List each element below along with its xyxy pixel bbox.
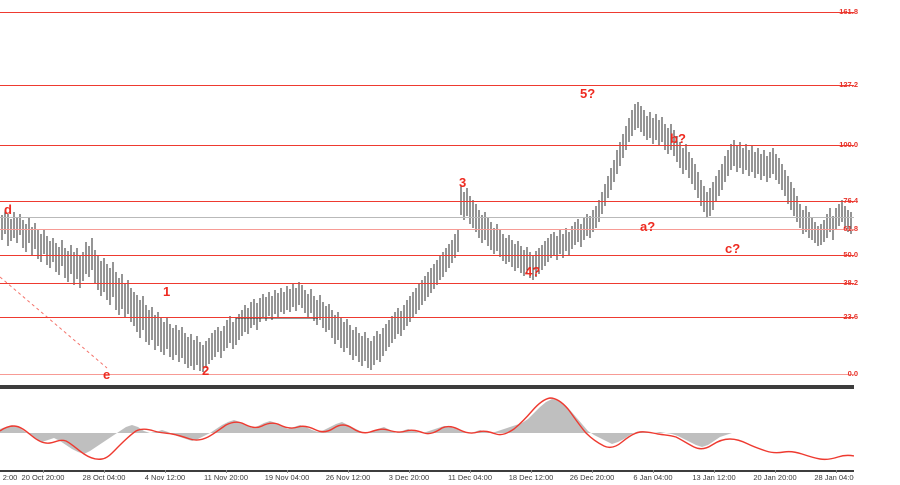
date-label: 11 Dec 04:00	[447, 473, 493, 482]
fib-line-76-4	[0, 201, 854, 202]
date-label: 6 Jan 04:00	[633, 473, 673, 482]
date-label: 2:00	[2, 473, 18, 482]
date-tick	[226, 470, 227, 473]
fib-label-61-8: 61.8	[843, 224, 858, 233]
date-tick	[470, 470, 471, 473]
price-axis[interactable]: 1.4182 1.4102 1.4022 1.3947 1.3867 1.379…	[839, 0, 900, 485]
wave-label-e: e	[103, 367, 111, 382]
date-label: 13 Jan 12:00	[692, 473, 736, 482]
indicator-series-svg	[0, 397, 854, 461]
wave-label-a: a?	[640, 219, 656, 234]
date-label: 26 Dec 20:00	[569, 473, 615, 482]
date-label: 20 Oct 20:00	[21, 473, 65, 482]
fib-line-100-0	[0, 145, 854, 146]
date-tick	[104, 470, 105, 473]
date-label: 18 Dec 12:00	[508, 473, 554, 482]
date-label: 19 Nov 04:00	[264, 473, 310, 482]
wave-label-2: 2	[202, 363, 210, 378]
wave-label-5: 5?	[580, 86, 596, 101]
fib-line-23-6	[0, 317, 854, 318]
fib-label-0-0: 0.0	[847, 369, 858, 378]
ao-histogram	[0, 399, 854, 454]
date-tick	[531, 470, 532, 473]
date-tick	[653, 470, 654, 473]
current-price-line	[0, 217, 854, 218]
date-tick	[714, 470, 715, 473]
date-label: 28 Jan 04:00	[814, 473, 858, 482]
wave-label-1: 1	[163, 284, 171, 299]
fib-label-76-4: 76.4	[843, 196, 858, 205]
wave-label-b: b?	[670, 131, 686, 146]
indicator-panel[interactable]	[0, 389, 854, 470]
fib-label-100-0: 100.0	[839, 140, 858, 149]
panel-divider	[0, 385, 854, 389]
ao-signal-line	[0, 397, 854, 461]
date-tick	[43, 470, 44, 473]
date-tick	[836, 470, 837, 473]
date-tick	[287, 470, 288, 473]
date-label: 26 Nov 12:00	[325, 473, 371, 482]
fib-line-61-8	[0, 229, 854, 230]
fib-label-50-0: 50.0	[843, 250, 858, 259]
date-tick	[592, 470, 593, 473]
date-tick	[775, 470, 776, 473]
wave-label-3: 3	[459, 175, 467, 190]
wave-label-c: c?	[725, 241, 741, 256]
fib-label-127-2: 127.2	[839, 80, 858, 89]
fib-line-50-0	[0, 255, 854, 256]
date-tick	[348, 470, 349, 473]
fib-label-23-6: 23.6	[843, 312, 858, 321]
fib-line-161-8	[0, 12, 854, 13]
date-axis: 2:00 20 Oct 20:00 28 Oct 04:00 4 Nov 12:…	[0, 470, 858, 485]
date-label: 20 Jan 20:00	[753, 473, 797, 482]
date-label: 11 Nov 20:00	[203, 473, 249, 482]
price-chart-panel[interactable]: d e 1 2 3 4? 5? a? b? c?	[0, 0, 854, 385]
price-series-svg	[0, 102, 852, 372]
bottom-divider	[0, 470, 854, 472]
fib-line-38-2	[0, 283, 854, 284]
wave-label-d: d	[4, 202, 12, 217]
date-tick	[165, 470, 166, 473]
fib-line-0-0	[0, 374, 854, 375]
date-label: 4 Nov 12:00	[144, 473, 186, 482]
fib-label-161-8: 161.8	[839, 7, 858, 16]
fib-line-127-2	[0, 85, 854, 86]
date-label: 28 Oct 04:00	[82, 473, 126, 482]
fib-label-38-2: 38.2	[843, 278, 858, 287]
wave-label-4: 4?	[525, 264, 541, 279]
support-trendline	[0, 276, 108, 369]
date-label: 3 Dec 20:00	[388, 473, 430, 482]
date-tick	[409, 470, 410, 473]
